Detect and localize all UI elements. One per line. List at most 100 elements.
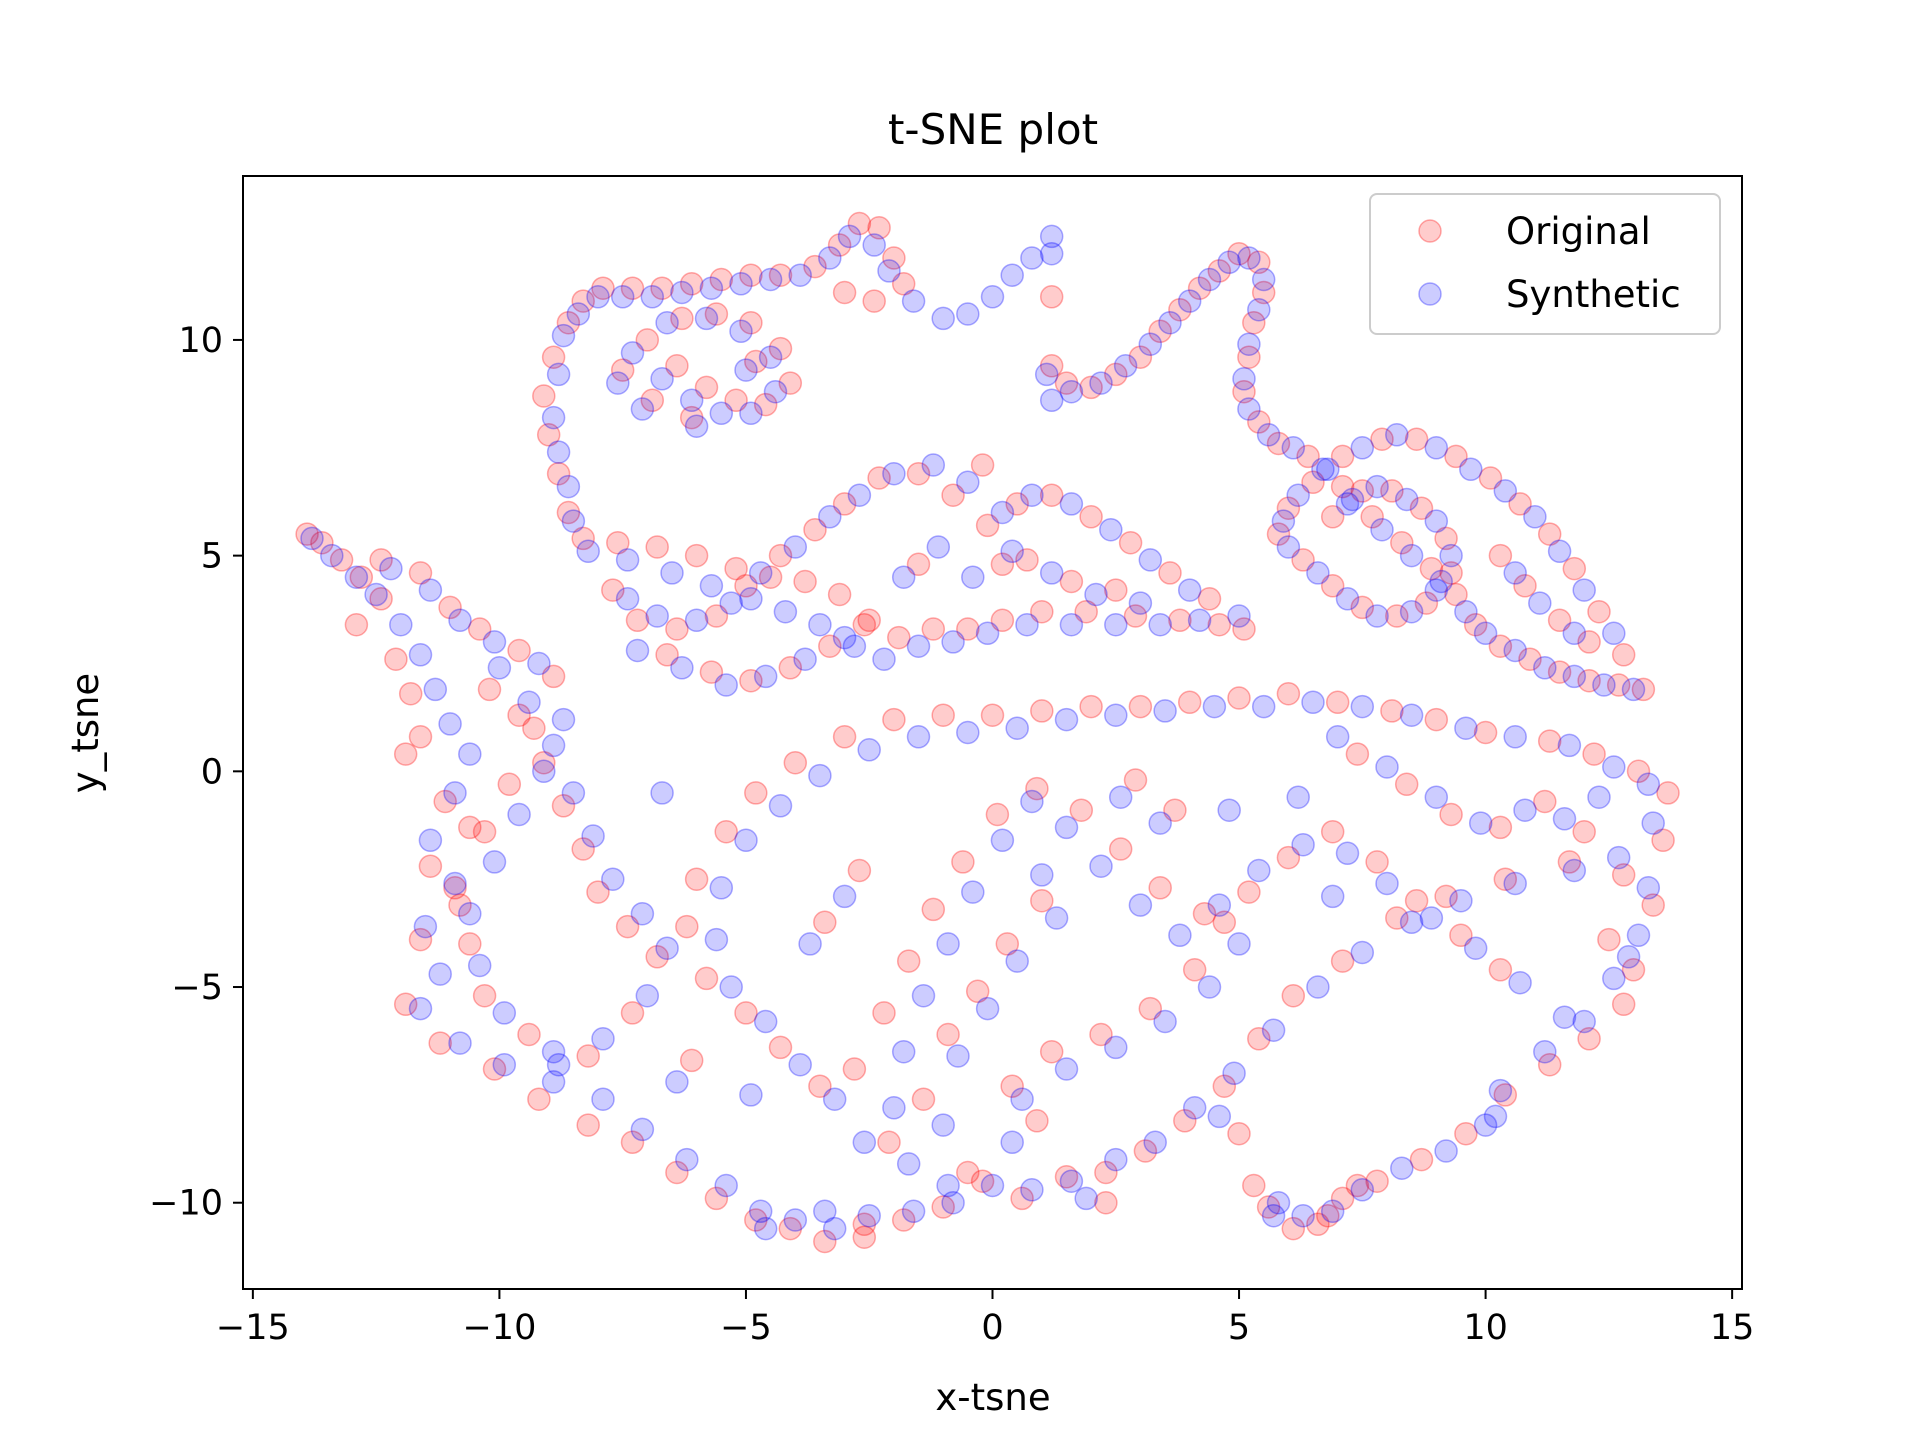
data-point-original <box>615 914 640 939</box>
data-point-original <box>1276 681 1301 706</box>
data-point-synthetic <box>1207 893 1232 917</box>
data-point-original <box>1533 789 1557 814</box>
data-point-original <box>1424 707 1449 732</box>
data-point-original <box>1473 720 1498 745</box>
data-point-synthetic <box>961 880 985 904</box>
data-point-original <box>665 1160 689 1185</box>
data-point-synthetic <box>1158 310 1182 335</box>
data-point-synthetic <box>1271 509 1296 533</box>
data-point-original <box>768 263 793 287</box>
data-point-synthetic <box>1251 267 1276 292</box>
data-point-original <box>778 656 803 680</box>
data-point-original <box>438 595 462 620</box>
data-point-original <box>1089 1022 1113 1047</box>
data-point-synthetic <box>1039 388 1064 413</box>
data-point-original <box>1390 530 1414 555</box>
data-point-synthetic <box>591 1087 615 1111</box>
data-point-synthetic <box>581 824 605 848</box>
data-point-synthetic <box>1054 707 1079 732</box>
data-point-original <box>896 949 921 973</box>
data-point-original <box>1365 850 1389 874</box>
data-point-original <box>970 1169 995 1193</box>
data-point-original <box>679 1048 704 1073</box>
data-point-synthetic <box>891 565 916 589</box>
data-point-original <box>1513 574 1537 598</box>
data-point-synthetic <box>1187 608 1212 633</box>
data-point-synthetic <box>936 932 960 956</box>
data-point-synthetic <box>1483 1104 1508 1129</box>
y-tick-label: 5 <box>201 537 223 577</box>
data-point-original <box>1242 1173 1266 1198</box>
data-point-original <box>295 522 319 546</box>
data-point-synthetic <box>1276 535 1301 559</box>
data-point-original <box>1187 276 1212 300</box>
data-point-synthetic <box>837 224 862 249</box>
data-point-synthetic <box>773 599 798 624</box>
y-axis-title: y_tsne <box>64 673 107 793</box>
data-point-synthetic <box>1261 1203 1286 1228</box>
data-point-original <box>1182 958 1207 982</box>
data-point-original <box>384 647 408 671</box>
data-point-original <box>975 513 1000 538</box>
data-point-original <box>556 500 581 525</box>
data-point-original <box>497 772 522 797</box>
data-point-synthetic <box>818 246 842 270</box>
data-point-synthetic <box>882 1096 906 1120</box>
data-point-synthetic <box>1562 858 1587 883</box>
data-point-synthetic <box>694 306 719 331</box>
data-point-synthetic <box>975 996 1000 1021</box>
data-point-original <box>443 876 467 900</box>
data-point-synthetic <box>1168 923 1192 948</box>
data-point-synthetic <box>699 574 724 598</box>
data-point-synthetic <box>448 608 472 633</box>
data-point-synthetic <box>882 461 906 486</box>
data-point-original <box>640 388 665 413</box>
data-point-original <box>744 1208 768 1232</box>
data-point-synthetic <box>1370 517 1394 542</box>
data-point-synthetic <box>768 794 793 818</box>
data-point-synthetic <box>1291 1203 1315 1228</box>
data-point-original <box>551 794 576 818</box>
data-point-original <box>956 617 980 641</box>
data-point-synthetic <box>566 302 591 326</box>
data-point-original <box>1010 1186 1034 1211</box>
data-point-synthetic <box>980 285 1005 309</box>
data-point-original <box>1148 876 1172 900</box>
data-point-original <box>1212 910 1237 935</box>
data-point-original <box>891 1208 916 1232</box>
data-point-synthetic <box>1301 690 1325 715</box>
data-point-original <box>1168 297 1192 322</box>
data-point-synthetic <box>847 483 872 507</box>
data-point-synthetic <box>1340 487 1365 512</box>
legend-box <box>1369 193 1721 335</box>
data-point-original <box>610 358 635 382</box>
data-point-synthetic <box>408 643 433 667</box>
data-point-original <box>398 681 423 706</box>
data-point-synthetic <box>818 505 842 529</box>
data-point-original <box>625 608 650 633</box>
y-axis: −10 −5 0 5 10 <box>149 321 243 1224</box>
data-point-original <box>1587 599 1611 624</box>
data-point-synthetic <box>1177 289 1202 313</box>
data-point-synthetic <box>734 828 758 853</box>
data-point-synthetic <box>1104 1147 1128 1172</box>
data-point-synthetic <box>1316 457 1340 482</box>
data-point-original <box>1419 556 1444 581</box>
data-point-original <box>1138 996 1163 1021</box>
data-point-original <box>1547 660 1572 684</box>
data-point-original <box>344 612 369 637</box>
data-point-original <box>1039 354 1064 378</box>
data-point-original <box>620 1130 645 1155</box>
data-point-original <box>1000 1074 1024 1098</box>
data-point-original <box>507 703 531 727</box>
data-point-synthetic <box>443 871 467 896</box>
data-point-original <box>832 280 857 305</box>
data-point-synthetic <box>1311 457 1335 482</box>
data-point-synthetic <box>556 474 581 499</box>
data-point-original <box>1301 470 1325 495</box>
data-point-synthetic <box>719 975 743 999</box>
data-point-original <box>1488 634 1513 658</box>
data-point-synthetic <box>625 638 650 663</box>
data-point-original <box>704 302 729 326</box>
data-point-synthetic <box>389 612 413 637</box>
